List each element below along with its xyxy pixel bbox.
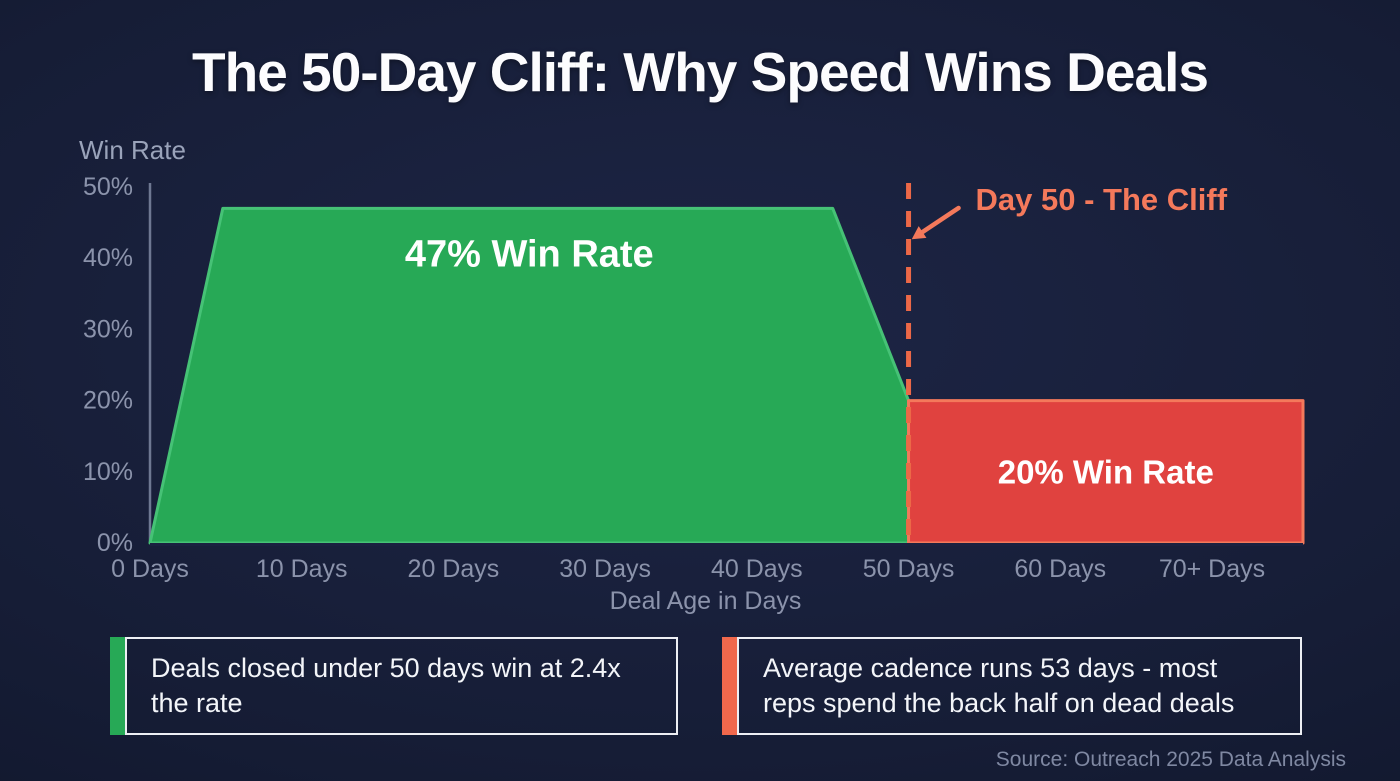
y-tick-label-3: 30% (83, 315, 133, 343)
legend: Deals closed under 50 days win at 2.4x t… (110, 637, 1302, 735)
x-tick-label-1: 10 Days (256, 555, 348, 583)
legend-text-over-50: Average cadence runs 53 days - most reps… (763, 653, 1235, 718)
y-tick-label-0: 0% (97, 529, 133, 557)
y-tick-label-2: 20% (83, 387, 133, 415)
y-tick-label-5: 50% (83, 173, 133, 201)
x-tick-label-4: 40 Days (711, 555, 803, 583)
x-tick-label-3: 30 Days (559, 555, 651, 583)
legend-accent-coral (722, 637, 737, 735)
area-label-20pct: 20% Win Rate (998, 453, 1214, 490)
y-axis-title: Win Rate (79, 135, 186, 165)
x-tick-label-2: 20 Days (408, 555, 500, 583)
legend-text-under-50: Deals closed under 50 days win at 2.4x t… (151, 653, 621, 718)
legend-body: Deals closed under 50 days win at 2.4x t… (125, 637, 678, 735)
win-rate-chart: 47% Win Rate 20% Win Rate Day 50 - The Cli… (79, 135, 1305, 615)
x-axis-title: Deal Age in Days (610, 587, 802, 615)
y-tick-label-4: 40% (83, 244, 133, 272)
y-tick-label-1: 10% (83, 458, 133, 486)
x-tick-label-5: 50 Days (863, 555, 955, 583)
cliff-annotation-label: Day 50 - The Cliff (976, 182, 1228, 217)
area-label-47pct: 47% Win Rate (405, 234, 654, 276)
x-tick-label-0: 0 Days (111, 555, 189, 583)
source-caption: Source: Outreach 2025 Data Analysis (995, 748, 1346, 771)
legend-body: Average cadence runs 53 days - most reps… (737, 637, 1302, 735)
x-tick-label-7: 70+ Days (1159, 555, 1265, 583)
page-title: The 50-Day Cliff: Why Speed Wins Deals (192, 41, 1209, 103)
legend-accent-green (110, 637, 125, 735)
legend-item-over-50: Average cadence runs 53 days - most reps… (722, 637, 1302, 735)
legend-item-under-50: Deals closed under 50 days win at 2.4x t… (110, 637, 678, 735)
x-tick-label-6: 60 Days (1014, 555, 1106, 583)
cliff-arrowhead-icon (911, 226, 927, 240)
cliff-arrow-icon (920, 205, 961, 235)
